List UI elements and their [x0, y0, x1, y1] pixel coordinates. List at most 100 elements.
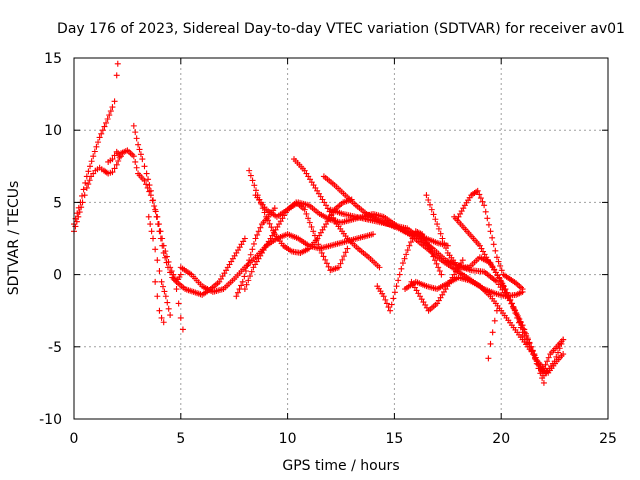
- data-point: [380, 293, 387, 300]
- data-point: [93, 143, 100, 150]
- data-point: [489, 329, 496, 336]
- data-point: [427, 246, 434, 253]
- data-point: [523, 332, 530, 339]
- data-point: [311, 232, 318, 239]
- data-point: [406, 242, 413, 249]
- data-point: [268, 224, 275, 231]
- data-point: [401, 255, 408, 262]
- data-point: [147, 221, 154, 228]
- data-point: [156, 267, 163, 274]
- data-point: [508, 300, 515, 307]
- y-tick-label: 0: [53, 268, 62, 284]
- data-point: [551, 358, 558, 365]
- data-point: [252, 235, 259, 242]
- data-point: [160, 249, 167, 256]
- data-point: [320, 253, 327, 260]
- data-point: [317, 245, 324, 252]
- data-point: [383, 300, 390, 307]
- data-point: [376, 264, 383, 271]
- series-sat-f: [173, 286, 186, 333]
- data-point: [145, 176, 152, 183]
- data-point: [396, 271, 403, 278]
- data-point: [88, 158, 95, 165]
- data-point: [391, 289, 398, 296]
- data-point: [150, 235, 157, 242]
- data-point: [103, 119, 110, 126]
- data-point: [340, 253, 347, 260]
- data-point: [555, 349, 562, 356]
- data-point: [474, 187, 481, 194]
- data-point: [74, 210, 81, 217]
- data-point: [435, 264, 442, 271]
- series-sat-u: [374, 228, 445, 314]
- data-point: [109, 104, 116, 111]
- data-point: [156, 228, 163, 235]
- data-point: [114, 60, 121, 67]
- data-point: [409, 235, 416, 242]
- data-point: [433, 260, 440, 267]
- data-point: [173, 286, 180, 293]
- y-tick-label: 15: [44, 51, 62, 67]
- data-point: [434, 221, 441, 228]
- y-tick-label: -10: [39, 412, 62, 428]
- data-point: [111, 152, 118, 159]
- data-point: [155, 221, 162, 228]
- data-point: [164, 264, 171, 271]
- series-sat-t: [233, 205, 278, 300]
- data-point: [498, 267, 505, 274]
- data-point: [141, 163, 148, 170]
- data-point: [109, 156, 116, 163]
- y-tick-label: 10: [44, 123, 62, 139]
- data-point: [308, 223, 315, 230]
- data-point: [167, 312, 174, 319]
- data-point: [111, 165, 118, 172]
- data-point: [172, 277, 179, 284]
- data-point: [526, 340, 533, 347]
- data-point: [387, 307, 394, 314]
- data-point: [393, 283, 400, 290]
- data-point: [513, 311, 520, 318]
- data-point: [177, 314, 184, 321]
- data-point: [158, 278, 165, 285]
- data-point: [115, 150, 122, 157]
- y-tick-label: -5: [48, 340, 62, 356]
- data-point: [502, 286, 509, 293]
- series-sat-g: [177, 231, 377, 295]
- data-point: [143, 181, 150, 188]
- data-point: [85, 168, 92, 175]
- data-point: [249, 177, 256, 184]
- series-sat-s: [485, 307, 500, 362]
- data-point: [505, 293, 512, 300]
- data-point: [335, 264, 342, 271]
- data-point: [113, 72, 120, 79]
- data-point: [323, 202, 330, 209]
- data-point: [398, 265, 405, 272]
- data-point: [427, 201, 433, 208]
- series-sat-o: [408, 257, 466, 314]
- data-point: [325, 263, 332, 270]
- data-point: [339, 256, 346, 263]
- data-point: [331, 217, 338, 224]
- data-points: [71, 60, 567, 386]
- data-point: [529, 347, 536, 354]
- data-point: [519, 286, 526, 293]
- data-point: [95, 139, 102, 146]
- data-point: [423, 192, 430, 199]
- data-point: [342, 249, 349, 256]
- data-point: [116, 151, 123, 158]
- data-point: [160, 319, 167, 326]
- data-point: [479, 198, 486, 205]
- data-point: [411, 231, 418, 238]
- data-point: [177, 271, 184, 278]
- data-point: [510, 304, 517, 311]
- data-point: [407, 239, 414, 246]
- data-point: [404, 247, 411, 254]
- data-point: [157, 235, 164, 242]
- data-point: [79, 192, 86, 199]
- data-point: [428, 206, 435, 213]
- data-point: [241, 286, 248, 293]
- data-point: [133, 164, 140, 171]
- data-point: [246, 167, 253, 174]
- data-point: [141, 177, 148, 184]
- series-sat-k: [291, 156, 383, 271]
